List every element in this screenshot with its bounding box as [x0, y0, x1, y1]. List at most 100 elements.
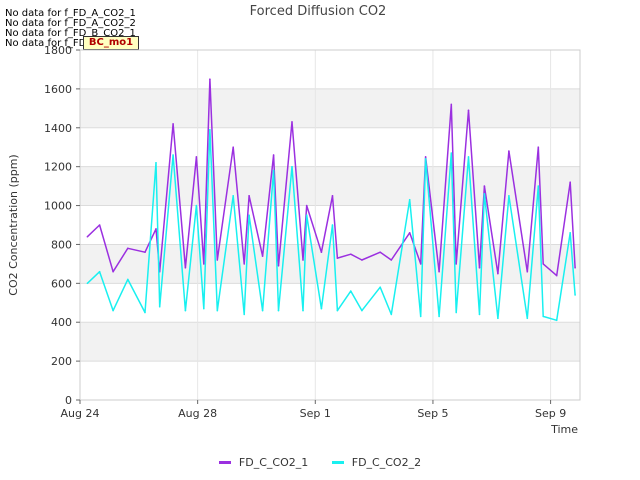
series-2-point [336, 309, 339, 312]
series-2-point [216, 309, 219, 312]
series-2-point [350, 290, 352, 292]
y-tick-label: 1200 [44, 161, 72, 174]
y-tick-label: 1600 [44, 83, 72, 96]
series-line-2 [86, 128, 576, 322]
series-2-point [232, 195, 234, 197]
x-tick-label: Sep 9 [535, 407, 566, 420]
series-1-point [537, 146, 540, 148]
series-1-point [555, 274, 558, 277]
x-tick-label: Sep 1 [300, 407, 331, 420]
grid-band [80, 88, 580, 128]
series-1-point [209, 78, 211, 80]
series-2-point [390, 313, 393, 316]
series-1-point [203, 263, 205, 265]
legend-label: FD_C_CO2_2 [351, 456, 422, 469]
series-1-point [542, 263, 544, 265]
x-tick-label: Sep 5 [417, 407, 448, 420]
series-1-point [302, 259, 304, 261]
series-1-point [483, 185, 486, 187]
plot-frame [79, 49, 581, 401]
series-1-point [305, 204, 308, 207]
chart-title: Forced Diffusion CO2 [250, 4, 387, 19]
series-2-point [144, 311, 146, 314]
series-2-point [331, 224, 334, 226]
x-tick-label: Aug 28 [178, 407, 217, 420]
series-2-point [302, 309, 304, 312]
series-2-point [127, 278, 129, 281]
series-1-point [467, 109, 470, 112]
series-2-point [478, 313, 481, 316]
series-2-point [450, 152, 453, 154]
series-2-point [569, 232, 571, 234]
series-1-point [86, 235, 89, 238]
legend-item-series-1: FD_C_CO2_1 [218, 456, 308, 469]
legend-swatch [331, 461, 344, 464]
y-tick-label: 600 [51, 277, 72, 290]
series-2-point [158, 305, 161, 308]
series-2-point [483, 193, 486, 195]
y-tick-label: 200 [51, 355, 72, 368]
series-1-point [112, 270, 114, 273]
series-2-point [438, 315, 440, 318]
series-1-point [390, 259, 393, 261]
x-axis-label: Time [550, 423, 578, 436]
series-1-point [144, 251, 146, 253]
series-1-point [508, 150, 510, 152]
series-1-point [478, 267, 481, 269]
series-1-point [424, 156, 427, 158]
series-1-point [438, 270, 440, 273]
series-2-point [184, 309, 187, 312]
series-1-point [172, 123, 174, 125]
series-2-point [305, 214, 308, 217]
grid-band [80, 166, 580, 206]
legend-swatch [218, 461, 231, 464]
series-1-point [569, 181, 571, 183]
series-1-point [216, 259, 219, 261]
y-tick-label: 1000 [44, 200, 72, 213]
series-2-point [209, 128, 211, 131]
series-1-point [526, 270, 529, 273]
series-2-point [542, 315, 544, 318]
series-1-point [455, 263, 458, 265]
series-2-point [361, 309, 363, 312]
series-2-point [195, 204, 198, 207]
series-1-point [379, 251, 382, 253]
y-axis-ticks: 0 200 400 600 800 1000 1200 1400 1600 1800 [44, 44, 80, 407]
y-tick-label: 400 [51, 316, 72, 329]
series-1-point [277, 265, 280, 267]
series-2-point [112, 309, 114, 312]
y-tick-label: 0 [65, 394, 72, 407]
series-2-point [379, 286, 382, 289]
series-2-point [172, 154, 174, 156]
series-2-point [555, 319, 558, 322]
series-1-point [127, 247, 129, 250]
no-data-message: No data for f_FD_B_CO2_2 [5, 38, 136, 49]
series-2-point [419, 315, 422, 318]
series-2-point [98, 270, 101, 273]
series-1-point [184, 267, 187, 269]
legend-item-series-2: FD_C_CO2_2 [331, 456, 422, 469]
series-1-point [272, 154, 275, 156]
series-2-point [408, 198, 411, 201]
series-1-point [574, 267, 576, 269]
series-2-point [277, 309, 280, 312]
legend: FD_C_CO2_1 FD_C_CO2_2 [0, 454, 640, 469]
series-2-point [203, 307, 205, 310]
series-2-point [272, 169, 275, 172]
series-2-point [424, 158, 427, 160]
series-2-point [455, 311, 458, 314]
series-2-point [243, 313, 245, 316]
no-data-message: No data for f_FD_A_CO2_1 [5, 8, 136, 19]
series-1-point [320, 251, 323, 253]
series-1-point [261, 255, 264, 257]
series-2-point [291, 165, 293, 168]
series-2-point [574, 294, 576, 296]
series-2-point [497, 317, 499, 320]
series-1-point [336, 257, 339, 259]
series-lines [86, 78, 576, 322]
series-2-point [261, 309, 264, 312]
series-1-point [98, 224, 101, 226]
no-data-message: No data for f_FD_B_CO2_1 [5, 28, 136, 39]
series-1-point [350, 253, 352, 255]
